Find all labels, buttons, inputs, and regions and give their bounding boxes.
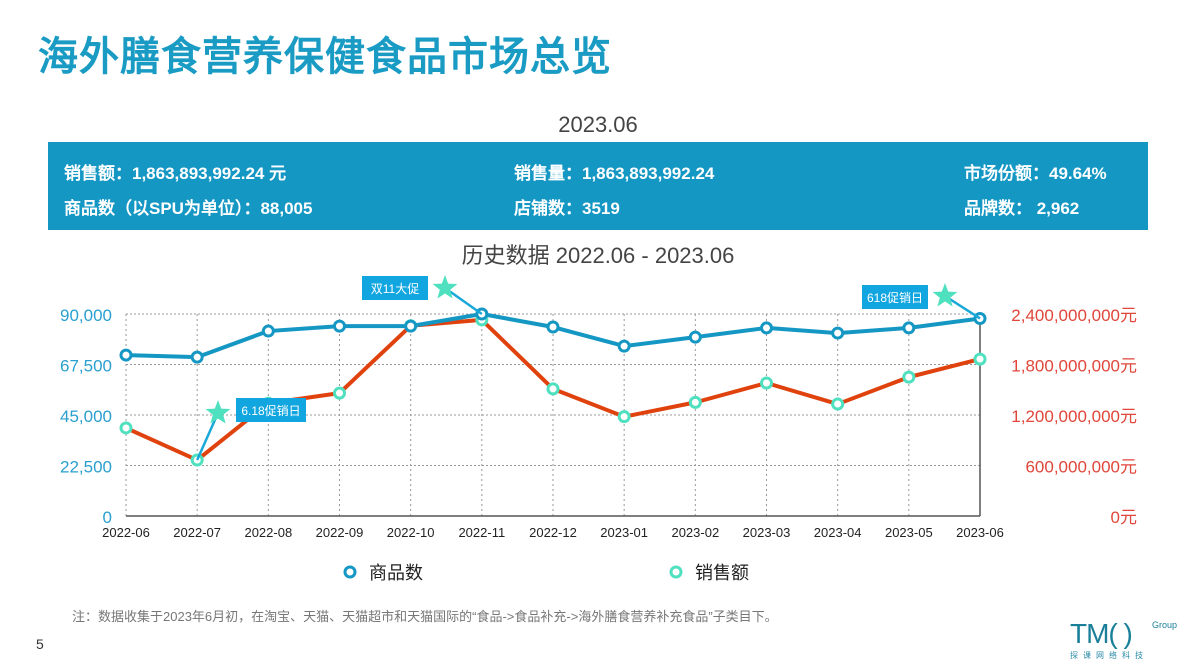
data-point <box>688 330 702 344</box>
annotation-label: 6.18促销日 <box>241 404 300 418</box>
x-tick: 2023-04 <box>814 525 862 540</box>
x-tick: 2022-09 <box>316 525 364 540</box>
star-icon <box>205 400 231 424</box>
data-point <box>546 320 560 334</box>
y-right-tick: 1,800,000,000元 <box>1011 357 1137 376</box>
legend-label: 商品数 <box>369 563 423 583</box>
data-point <box>902 321 916 335</box>
x-tick: 2022-12 <box>529 525 577 540</box>
data-point <box>261 324 275 338</box>
data-point <box>831 326 845 340</box>
x-tick: 2022-10 <box>387 525 435 540</box>
annotation-label: 双11大促 <box>371 282 419 296</box>
page-number: 5 <box>36 636 44 652</box>
market-share: 市场份额：49.64% <box>964 164 1107 183</box>
y-left-tick: 45,000 <box>60 407 112 426</box>
brand-count: 品牌数： 2,962 <box>964 199 1080 218</box>
x-tick: 2022-11 <box>458 525 505 540</box>
data-point <box>190 350 204 364</box>
y-right-tick: 0元 <box>1111 508 1137 527</box>
page-title: 海外膳食营养保健食品市场总览 <box>38 35 612 79</box>
x-tick: 2023-06 <box>956 525 1004 540</box>
x-tick: 2023-02 <box>671 525 719 540</box>
x-tick: 2023-05 <box>885 525 933 540</box>
star-icon <box>932 283 958 307</box>
company-logo: TM( ) Group 探课网络科技 <box>1070 618 1178 660</box>
legend-marker <box>343 565 357 579</box>
data-point <box>973 352 987 366</box>
annotation-box <box>236 398 306 422</box>
annotation-box <box>862 285 928 309</box>
data-point <box>831 397 845 411</box>
footnote: 注：数据收集于2023年6月初，在淘宝、天猫、天猫超市和天猫国际的“食品->食品… <box>72 609 778 624</box>
annotation-box <box>362 276 428 300</box>
data-point <box>617 410 631 424</box>
sales-amount: 销售额：1,863,893,992.24 元 <box>64 164 287 183</box>
legend-marker <box>669 565 683 579</box>
x-tick: 2022-06 <box>102 525 150 540</box>
y-right-tick: 600,000,000元 <box>1025 458 1137 477</box>
summary-banner: 销售额：1,863,893,992.24 元 销售量：1,863,893,992… <box>48 142 1148 230</box>
data-point <box>546 382 560 396</box>
data-point <box>760 376 773 390</box>
y-right-tick: 2,400,000,000元 <box>1011 306 1137 325</box>
annotation-label: 618促销日 <box>867 291 923 305</box>
annotation-leader <box>944 294 981 320</box>
data-point <box>760 321 773 335</box>
x-tick: 2023-01 <box>600 525 648 540</box>
spu-count: 商品数（以SPU为单位）：88,005 <box>64 199 313 218</box>
data-point <box>617 339 631 353</box>
x-tick: 2022-08 <box>244 525 292 540</box>
annotation-leader <box>444 286 483 316</box>
sales-volume: 销售量：1,863,893,992.24 <box>514 164 715 183</box>
annotation-leader <box>196 412 220 461</box>
store-count: 店铺数：3519 <box>514 199 620 218</box>
y-left-tick: 0 <box>103 508 112 527</box>
period-label: 2023.06 <box>558 112 638 137</box>
y-left-tick: 90,000 <box>60 306 112 325</box>
data-point <box>688 395 702 409</box>
legend-label: 销售额 <box>695 563 749 583</box>
data-point <box>902 370 916 384</box>
chart-title: 历史数据 2022.06 - 2023.06 <box>461 243 735 268</box>
data-point <box>333 319 346 333</box>
data-point <box>119 421 133 435</box>
y-left-tick: 67,500 <box>60 357 112 376</box>
x-tick: 2023-03 <box>743 525 791 540</box>
data-point <box>119 348 133 362</box>
data-point <box>333 386 346 400</box>
x-tick: 2022-07 <box>173 525 221 540</box>
data-point <box>404 319 418 333</box>
y-left-tick: 22,500 <box>60 458 112 477</box>
y-right-tick: 1,200,000,000元 <box>1011 407 1137 426</box>
star-icon <box>432 275 458 299</box>
